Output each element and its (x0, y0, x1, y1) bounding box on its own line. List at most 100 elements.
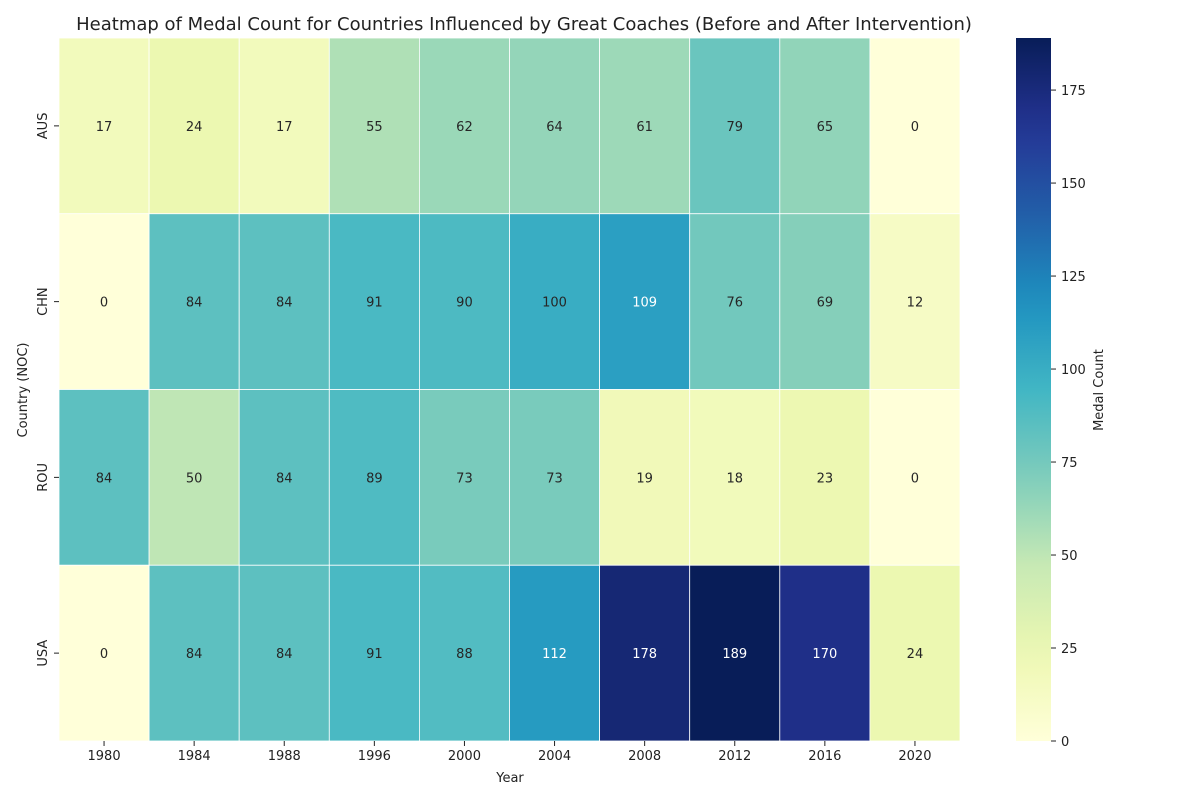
heatmap-cell (328, 213, 420, 390)
cell-value-label: 84 (276, 296, 293, 311)
heatmap-cell (328, 564, 420, 742)
heatmap-cell (869, 564, 961, 742)
cell-value-label: 0 (100, 296, 108, 311)
heatmap-cells: 17 24 17 55 62 64 61 79 65 0 0 84 84 91 90 100 109 76 69 12… (58, 37, 961, 742)
heatmap-cell (148, 389, 240, 566)
cell-value-label: 19 (636, 471, 653, 486)
heatmap-cell (418, 564, 510, 742)
heatmap-cell (418, 389, 510, 566)
colorbar-tick-label: 0 (1061, 735, 1069, 750)
heatmap-cell (869, 37, 961, 215)
x-tick-label: 2012 (718, 749, 751, 764)
cell-value-label: 17 (276, 120, 293, 135)
heatmap-cell (148, 37, 240, 215)
cell-value-label: 17 (96, 120, 113, 135)
x-tick-label: 2004 (538, 749, 571, 764)
heatmap-cell (238, 389, 330, 566)
cell-value-label: 91 (366, 296, 383, 311)
cell-value-label: 55 (366, 120, 383, 135)
x-tick-label: 1996 (358, 749, 391, 764)
heatmap-cell (509, 564, 600, 742)
heatmap-cell (689, 389, 781, 566)
cell-value-label: 91 (366, 647, 383, 662)
cell-value-label: 84 (276, 471, 293, 486)
cell-value-label: 100 (542, 296, 567, 311)
cell-value-label: 84 (276, 647, 293, 662)
colorbar (1016, 38, 1051, 741)
colorbar-tick-label: 125 (1061, 270, 1086, 285)
colorbar-tick-label: 100 (1061, 363, 1086, 378)
cell-value-label: 112 (542, 647, 567, 662)
heatmap-cell (599, 389, 691, 566)
cell-value-label: 88 (456, 647, 473, 662)
cell-value-label: 0 (100, 647, 108, 662)
heatmap-cell (689, 213, 781, 390)
chart-title: Heatmap of Medal Count for Countries Inf… (76, 14, 972, 35)
heatmap-cell (779, 213, 871, 390)
heatmap-cell (869, 213, 961, 390)
heatmap-cell (418, 213, 510, 390)
cell-value-label: 24 (907, 647, 924, 662)
y-axis-label: Country (NOC) (16, 343, 31, 438)
heatmap-cell (238, 213, 330, 390)
x-tick-label: 2016 (808, 749, 841, 764)
x-tick-label: 1980 (88, 749, 121, 764)
heatmap-cell (869, 389, 961, 566)
heatmap-cell (238, 37, 330, 215)
colorbar-tick-label: 50 (1061, 549, 1078, 564)
cell-value-label: 61 (636, 120, 653, 135)
x-tick-label: 1984 (178, 749, 211, 764)
colorbar-tick-label: 75 (1061, 456, 1078, 471)
cell-value-label: 79 (726, 120, 743, 135)
heatmap-cell (58, 564, 150, 742)
x-tick-label: 2000 (448, 749, 481, 764)
colorbar-label: Medal Count (1092, 349, 1107, 431)
heatmap-cell (599, 37, 691, 215)
heatmap-cell (689, 37, 781, 215)
colorbar-ticks: 0 25 50 75 100 125 150 175 (1051, 84, 1086, 750)
heatmap-cell (58, 37, 150, 215)
colorbar-tick-label: 150 (1061, 177, 1086, 192)
y-tick-label: ROU (36, 463, 51, 492)
cell-value-label: 62 (456, 120, 473, 135)
cell-value-label: 84 (186, 296, 203, 311)
heatmap-cell (148, 213, 240, 390)
cell-value-label: 84 (96, 471, 113, 486)
y-tick-label: USA (36, 640, 51, 667)
cell-value-label: 18 (726, 471, 743, 486)
cell-value-label: 76 (726, 296, 743, 311)
cell-value-label: 0 (911, 120, 919, 135)
heatmap-cell (58, 389, 150, 566)
heatmap-cell (779, 389, 871, 566)
x-axis-ticks: 1980 1984 1988 1996 2000 2004 2008 2012 2016 2020 (88, 741, 931, 764)
cell-value-label: 109 (632, 296, 657, 311)
cell-value-label: 73 (456, 471, 473, 486)
cell-value-label: 170 (812, 647, 837, 662)
cell-value-label: 0 (911, 471, 919, 486)
x-axis-label: Year (495, 771, 524, 786)
cell-value-label: 69 (817, 296, 834, 311)
cell-value-label: 23 (817, 471, 834, 486)
cell-value-label: 84 (186, 647, 203, 662)
heatmap-cell (599, 213, 691, 390)
cell-value-label: 73 (546, 471, 563, 486)
heatmap-cell (509, 37, 600, 215)
y-tick-label: CHN (36, 287, 51, 316)
cell-value-label: 50 (186, 471, 203, 486)
heatmap-cell (418, 37, 510, 215)
heatmap-cell (689, 564, 781, 742)
heatmap-cell (328, 37, 420, 215)
heatmap-cell (509, 213, 600, 390)
cell-value-label: 24 (186, 120, 203, 135)
cell-value-label: 178 (632, 647, 657, 662)
y-tick-label: AUS (36, 113, 51, 140)
y-axis-ticks: AUS CHN ROU USA (36, 113, 59, 667)
colorbar-tick-label: 175 (1061, 84, 1086, 99)
cell-value-label: 12 (907, 296, 924, 311)
x-tick-label: 1988 (268, 749, 301, 764)
heatmap-cell (599, 564, 691, 742)
x-tick-label: 2020 (898, 749, 931, 764)
cell-value-label: 65 (817, 120, 834, 135)
cell-value-label: 189 (722, 647, 747, 662)
